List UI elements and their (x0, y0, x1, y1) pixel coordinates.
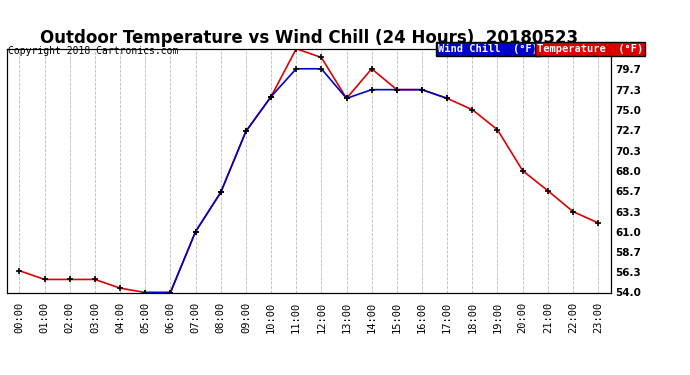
Title: Outdoor Temperature vs Wind Chill (24 Hours)  20180523: Outdoor Temperature vs Wind Chill (24 Ho… (40, 29, 578, 47)
Text: Copyright 2018 Cartronics.com: Copyright 2018 Cartronics.com (8, 46, 179, 56)
Text: Wind Chill  (°F): Wind Chill (°F) (438, 44, 538, 54)
Text: Temperature  (°F): Temperature (°F) (537, 44, 643, 54)
